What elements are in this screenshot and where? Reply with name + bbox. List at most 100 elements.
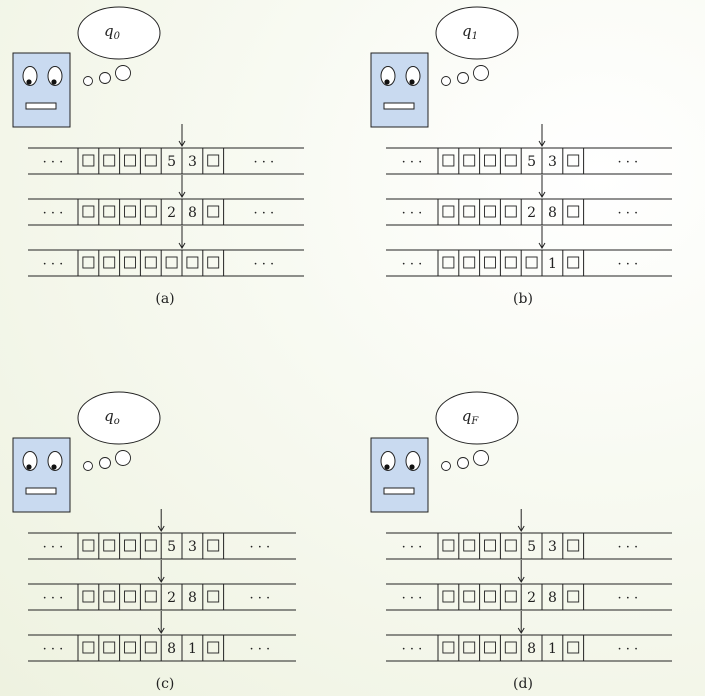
robot-mouth xyxy=(25,487,57,495)
panel-d: qF· · · · · ·5 3· · · · · ·2 8· · · · · ·8 1(d… xyxy=(370,391,672,692)
head-arrow-icon xyxy=(538,242,546,249)
cell-symbol: 1 xyxy=(188,641,197,657)
cell-symbol: 5 xyxy=(527,154,536,170)
tape-ellipsis-right: · · · xyxy=(253,155,274,170)
blank-symbol xyxy=(207,256,220,269)
panel-c: qo· · · · · ·5 3· · · · · ·2 8· · · · · ·8 1(c… xyxy=(12,391,296,692)
robot-head xyxy=(12,437,71,513)
panel-caption: (c) xyxy=(156,676,175,692)
panel-a: q0 · · · · · · 5 3 · · · · · · 2 8 · · · · · · (a) xyxy=(12,6,304,307)
head-arrow-icon xyxy=(538,140,546,147)
blank-symbol xyxy=(484,154,496,167)
tape-ellipsis-right: · · · xyxy=(253,257,274,272)
cell-symbol: 2 xyxy=(167,205,176,221)
cell-symbol: 8 xyxy=(527,641,536,657)
blank-symbol xyxy=(82,154,95,167)
tape-ellipsis-left: · · · xyxy=(402,257,423,272)
robot-head xyxy=(370,437,429,513)
right-eye-icon xyxy=(405,66,421,86)
blank-symbol xyxy=(484,641,496,654)
tape-2: · · · · · · 2 8 xyxy=(28,560,296,611)
head-arrow-icon xyxy=(178,140,186,147)
blank-symbol xyxy=(484,590,496,603)
blank-symbol xyxy=(442,539,455,552)
panel-caption: (d) xyxy=(513,676,533,692)
blank-symbol xyxy=(463,205,476,218)
tape-2: · · · · · · 2 8 xyxy=(386,560,672,611)
blank-symbol xyxy=(144,154,157,167)
blank-symbol xyxy=(442,256,455,269)
cell-symbol: 8 xyxy=(167,641,176,657)
blank-symbol xyxy=(442,154,455,167)
state-label: q1 xyxy=(462,22,478,42)
blank-symbol xyxy=(207,154,220,167)
tape-ellipsis-left: · · · xyxy=(43,591,64,606)
cell-symbol: 2 xyxy=(167,590,176,606)
blank-symbol xyxy=(124,154,136,167)
cell-symbol: 8 xyxy=(188,590,197,606)
blank-symbol xyxy=(567,590,580,603)
blank-symbol xyxy=(504,590,517,603)
blank-symbol xyxy=(442,641,455,654)
cell-symbol: 2 xyxy=(527,590,536,606)
blank-symbol xyxy=(463,539,476,552)
left-pupil xyxy=(384,464,390,470)
head-arrow-icon xyxy=(517,627,525,634)
blank-symbol xyxy=(144,256,157,269)
head-arrow-icon xyxy=(538,191,546,198)
blank-symbol xyxy=(207,539,220,552)
blank-symbol xyxy=(207,590,220,603)
blank-symbol xyxy=(463,256,476,269)
blank-symbol xyxy=(165,256,178,269)
blank-symbol xyxy=(463,590,476,603)
blank-symbol xyxy=(82,256,95,269)
blank-symbol xyxy=(103,205,116,218)
cell-symbol: 5 xyxy=(527,539,536,555)
thought-dot-small xyxy=(83,76,93,86)
blank-symbol xyxy=(504,641,517,654)
tape-ellipsis-right: · · · xyxy=(253,206,274,221)
tape-ellipsis-left: · · · xyxy=(43,155,64,170)
right-pupil xyxy=(409,79,415,85)
tape-ellipsis-left: · · · xyxy=(402,155,423,170)
right-eye-icon xyxy=(47,66,63,86)
cell-symbol: 8 xyxy=(548,590,557,606)
blank-symbol xyxy=(82,539,95,552)
blank-symbol xyxy=(144,205,157,218)
blank-symbol xyxy=(144,590,157,603)
blank-symbol xyxy=(103,590,116,603)
tape-ellipsis-right: · · · xyxy=(617,591,638,606)
blank-symbol xyxy=(567,205,580,218)
blank-symbol xyxy=(567,256,580,269)
right-pupil xyxy=(409,464,415,470)
blank-symbol xyxy=(504,539,517,552)
tape-3: · · · · · · 8 1 xyxy=(386,611,672,662)
tape-ellipsis-right: · · · xyxy=(249,540,270,555)
left-eye-icon xyxy=(22,451,38,471)
thought-dot-large xyxy=(473,65,489,81)
blank-symbol xyxy=(484,256,496,269)
thought-dot-small xyxy=(83,461,93,471)
tape-ellipsis-left: · · · xyxy=(402,642,423,657)
blank-symbol xyxy=(82,205,95,218)
robot-mouth xyxy=(383,487,415,495)
thought-bubble xyxy=(435,391,519,445)
left-eye-icon xyxy=(380,451,396,471)
thought-dot-large xyxy=(473,450,489,466)
blank-symbol xyxy=(103,641,116,654)
thought-dot-small xyxy=(441,76,451,86)
blank-symbol xyxy=(504,205,517,218)
tape-3: · · · · · · 1 xyxy=(386,226,672,277)
robot-head xyxy=(370,52,429,128)
blank-symbol xyxy=(124,256,136,269)
blank-symbol xyxy=(144,539,157,552)
tape-ellipsis-right: · · · xyxy=(617,155,638,170)
tape-ellipsis-right: · · · xyxy=(617,257,638,272)
tape-ellipsis-right: · · · xyxy=(617,642,638,657)
right-pupil xyxy=(51,79,57,85)
blank-symbol xyxy=(442,590,455,603)
tape-ellipsis-right: · · · xyxy=(249,642,270,657)
head-arrow-icon xyxy=(157,576,165,583)
head-arrow-icon xyxy=(178,191,186,198)
